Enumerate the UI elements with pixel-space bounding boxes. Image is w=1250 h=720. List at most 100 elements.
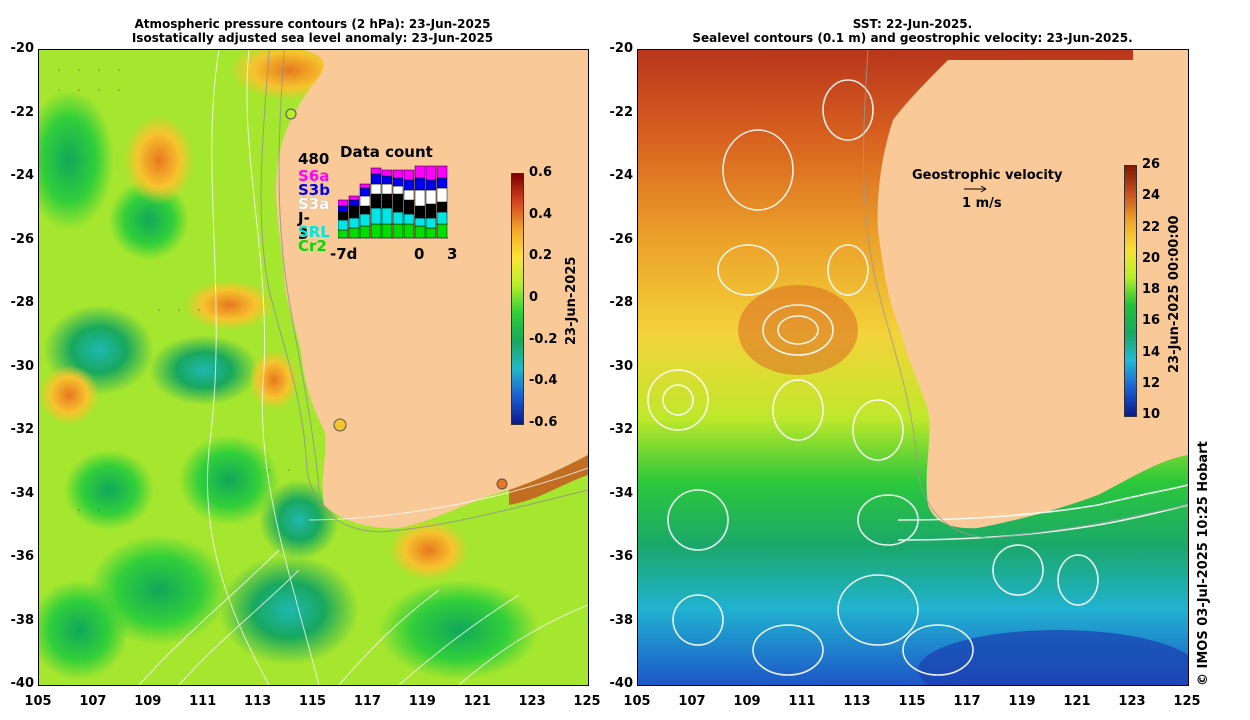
data-count-bar-segment [348, 199, 360, 207]
colorbar-tick-label: 0 [529, 290, 539, 305]
y-tick-label: -20 [609, 41, 634, 56]
data-count-bar-segment [425, 227, 437, 239]
x-tick-label: 113 [244, 694, 272, 709]
y-tick-label: -40 [10, 676, 35, 691]
x-tick-label: 107 [678, 694, 706, 709]
x-tick-label: 107 [79, 694, 107, 709]
colorbar-tick-label: 26 [1142, 157, 1161, 172]
y-tick-label: -22 [10, 104, 35, 120]
x-tick-label: 109 [733, 694, 761, 709]
colorbar-tick-label: 0.4 [529, 206, 553, 222]
sst-colorbar-label: 23-Jun-2025 00:00:00 [1167, 215, 1182, 373]
x-tick-label: 125 [573, 694, 601, 709]
velocity-scale-label: 1 m/s [962, 196, 1002, 211]
data-count-bar-segment [436, 211, 448, 225]
data-count-bar-segment [392, 223, 404, 239]
data-count-bar-segment [338, 211, 349, 221]
data-count-bar-segment [436, 187, 448, 203]
tide-gauge-marker[interactable] [496, 478, 508, 490]
y-tick-label: -22 [609, 104, 634, 120]
right-title: SST: 22-Jun-2025. Sealevel contours (0.1… [640, 17, 1185, 45]
y-tick-label: -32 [10, 422, 35, 437]
data-count-bar-segment [359, 205, 371, 215]
data-count-bar-segment [338, 219, 349, 231]
satellite-legend-j-3: J-3 [298, 209, 310, 243]
sst-colorbar [1124, 165, 1137, 417]
data-count-bar-segment [414, 205, 426, 219]
sst-map-graphic [638, 50, 1188, 685]
data-count-bar-segment [392, 169, 404, 179]
colorbar-tick-label: 0.2 [529, 248, 553, 264]
y-tick-label: -34 [609, 485, 634, 501]
x-tick-label: 105 [623, 694, 651, 709]
y-tick-label: -26 [10, 231, 35, 247]
data-count-bar-segment [436, 223, 448, 239]
y-tick-label: -38 [609, 612, 634, 628]
data-count-bar-segment [338, 205, 349, 213]
data-count-bar-segment [425, 217, 437, 229]
sst-map[interactable] [637, 49, 1189, 686]
data-count-max: 480 [298, 150, 330, 168]
data-count-bar-segment [348, 195, 360, 201]
x-tick-label: 105 [24, 694, 52, 709]
colorbar-tick-label: -0.2 [529, 331, 558, 347]
colorbar-tick-label: 12 [1142, 375, 1161, 391]
data-count-bar-segment [425, 179, 437, 191]
x-tick-label: 111 [189, 694, 217, 709]
sla-map-graphic [39, 50, 588, 685]
data-count-bar-segment [381, 175, 393, 185]
sea-level-anomaly-map[interactable] [38, 49, 589, 686]
left-title-line1: Atmospheric pressure contours (2 hPa): 2… [134, 17, 491, 31]
data-count-bar-segment [425, 189, 437, 205]
x-tick-label: 109 [134, 694, 162, 709]
data-count-bar-segment [370, 173, 382, 185]
data-count-bar-segment [381, 223, 393, 239]
data-count-bar-segment [403, 179, 415, 191]
x-tick-label: 117 [953, 694, 981, 709]
data-count-bar-segment [348, 227, 360, 239]
y-tick-label: -36 [10, 549, 35, 564]
colorbar-tick-label: -0.4 [529, 373, 558, 389]
y-tick-label: -30 [10, 358, 35, 374]
y-tick-label: -20 [10, 41, 35, 56]
colorbar-tick-label: 14 [1142, 344, 1161, 360]
data-count-bar-segment [425, 203, 437, 219]
satellite-legend-s6a: S6a [298, 167, 330, 185]
data-count-bar-segment [436, 201, 448, 213]
data-count-bar-segment [414, 225, 426, 239]
x-tick-label: 121 [1063, 694, 1091, 709]
x-tick-label: 113 [843, 694, 871, 709]
data-count-bar-segment [348, 217, 360, 229]
y-tick-label: -34 [10, 485, 35, 501]
data-count-bar-segment [381, 193, 393, 209]
data-count-bar-segment [359, 213, 371, 227]
sla-colorbar [511, 173, 524, 425]
y-tick-label: -30 [609, 358, 634, 374]
data-count-bar-segment [414, 189, 426, 207]
x-tick-label: 123 [1118, 694, 1146, 709]
data-count-bar-segment [392, 177, 404, 187]
tide-gauge-marker[interactable] [285, 108, 297, 120]
data-count-title: Data count [340, 143, 433, 161]
data-count-bar-segment [403, 199, 415, 215]
data-count-xlabel-now: 0 [414, 245, 425, 263]
satellite-legend-srl: SRL [298, 223, 330, 241]
data-count-bar-segment [414, 217, 426, 227]
data-count-bar-segment [359, 195, 371, 207]
x-tick-label: 125 [1173, 694, 1201, 709]
x-tick-label: 111 [788, 694, 816, 709]
data-count-bar-segment [403, 213, 415, 225]
data-count-bar-segment [370, 183, 382, 195]
data-count-bar-segment [359, 187, 371, 197]
right-title-line2: Sealevel contours (0.1 m) and geostrophi… [692, 31, 1133, 45]
data-count-bar-segment [436, 165, 448, 179]
y-tick-label: -26 [609, 231, 634, 247]
y-tick-label: -32 [609, 422, 634, 437]
tide-gauge-marker[interactable] [333, 418, 347, 432]
colorbar-tick-label: 24 [1142, 188, 1161, 204]
data-count-bar-segment [370, 193, 382, 209]
x-tick-label: 119 [408, 694, 436, 709]
data-count-bar-segment [381, 207, 393, 225]
data-count-bar-segment [370, 207, 382, 225]
data-count-bar-segment [359, 183, 371, 189]
